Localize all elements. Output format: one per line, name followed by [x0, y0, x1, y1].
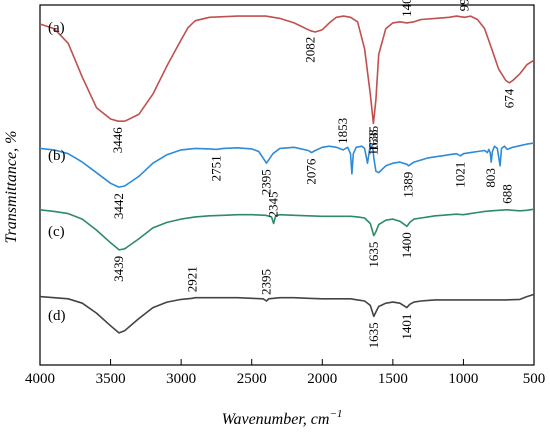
series-c-line	[39, 208, 535, 251]
series-d-tag: (d)	[48, 308, 66, 324]
series-d-line	[39, 293, 535, 334]
x-axis-title-main: Wavenumber, cm	[222, 411, 330, 428]
plot-frame	[39, 4, 535, 366]
peak-label: 2751	[208, 155, 223, 181]
x-tick-label: 4000	[25, 371, 55, 387]
peak-label: 3442	[111, 193, 126, 219]
peak-label: 2395	[259, 169, 274, 195]
peak-label: 2921	[184, 266, 199, 292]
x-tick-label: 2000	[307, 371, 337, 387]
x-axis-title-superscript: −1	[329, 408, 342, 420]
peak-label: 1021	[453, 162, 468, 188]
peak-label: 1635	[366, 322, 381, 348]
x-axis-ticks: 4000 3500 3000 2500 2000 1500 1000 500	[25, 359, 545, 387]
peak-label: 1635	[366, 242, 381, 268]
series-b-line	[39, 142, 535, 188]
x-tick-label: 500	[523, 371, 546, 387]
series-layer	[39, 15, 535, 334]
peak-label: 1853	[335, 118, 350, 144]
series-a-line	[39, 15, 535, 125]
peak-label: 2076	[304, 158, 319, 185]
x-tick-label: 2500	[237, 371, 267, 387]
peak-label: 1389	[401, 172, 416, 198]
peak-label: 803	[483, 168, 498, 188]
peak-label: 1638	[365, 130, 380, 156]
series-a-tag: (a)	[48, 20, 65, 36]
peak-label: 688	[500, 184, 515, 204]
peak-label: 1401	[399, 0, 414, 17]
series-b-tag: (b)	[48, 148, 66, 164]
peak-label: 674	[501, 88, 516, 108]
series-tags: (a) (b) (c) (d)	[48, 20, 66, 324]
peak-label: 2395	[259, 269, 274, 295]
peak-label: 1400	[399, 232, 414, 258]
peak-label: 3446	[110, 127, 125, 154]
y-axis-title: Transmittance, %	[3, 131, 20, 244]
peak-label: 1401	[399, 314, 414, 340]
peak-label: 2345	[266, 192, 281, 218]
peak-label: 1635	[366, 126, 381, 152]
peak-labels: 3446 2082 1638 1401 992 674 3442 2751 2395 2076 18…	[110, 0, 516, 348]
series-c-tag: (c)	[48, 224, 65, 240]
peak-label: 992	[457, 0, 472, 11]
x-tick-label: 1500	[378, 371, 408, 387]
peak-label: 3439	[111, 256, 126, 282]
peak-label: 2082	[303, 37, 318, 63]
x-tick-label: 3500	[96, 371, 126, 387]
x-axis-title: Wavenumber, cm−1	[222, 408, 343, 428]
x-tick-label: 3000	[166, 371, 196, 387]
x-tick-label: 1000	[448, 371, 478, 387]
